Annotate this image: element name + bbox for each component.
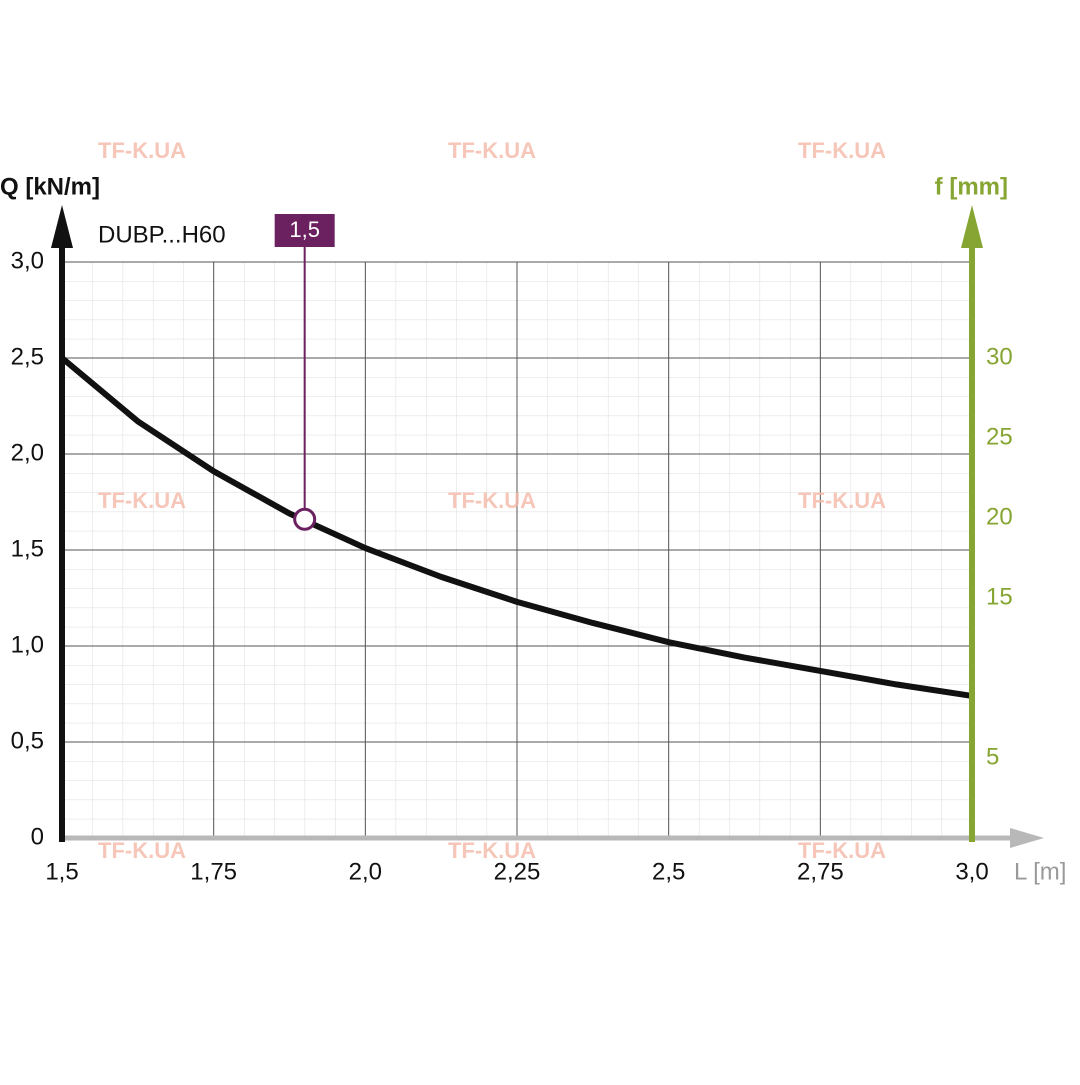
x-tick-label: 3,0 — [955, 858, 988, 885]
y-tick-label: 0,5 — [11, 727, 44, 754]
x-tick-label: 2,75 — [797, 858, 844, 885]
x-tick-label: 1,75 — [190, 858, 237, 885]
chart-title: DUBP...H60 — [98, 221, 226, 248]
annotation-box — [274, 214, 335, 247]
marks: 1,5 — [60, 214, 973, 699]
y2-axis-arrow — [961, 205, 983, 248]
y2-tick-label: 5 — [986, 743, 999, 770]
watermark: TF-K.UA — [448, 838, 536, 863]
y-tick-label: 1,0 — [11, 631, 44, 658]
y-tick-label: 2,0 — [11, 439, 44, 466]
x-tick-label: 2,0 — [349, 858, 382, 885]
watermark: TF-K.UA — [98, 488, 186, 513]
x-axis-arrow — [1010, 828, 1044, 848]
series-line — [60, 355, 973, 699]
watermark: TF-K.UA — [798, 488, 886, 513]
y-tick-label: 0 — [31, 823, 44, 850]
x-axis-title: L [m] — [1014, 858, 1066, 885]
watermark: TF-K.UA — [98, 838, 186, 863]
annotation-point — [293, 507, 317, 531]
y-tick-label: 1,5 — [11, 535, 44, 562]
y-axis-arrow — [51, 205, 73, 248]
y2-axis-title: f [mm] — [935, 173, 1008, 200]
x-tick-label: 2,5 — [652, 858, 685, 885]
y-axis-title: Q [kN/m] — [0, 173, 100, 200]
y2-tick-label: 20 — [986, 503, 1013, 530]
y-tick-label: 2,5 — [11, 343, 44, 370]
y-tick-label: 3,0 — [11, 247, 44, 274]
x-tick-label: 2,25 — [494, 858, 541, 885]
watermark: TF-K.UA — [798, 138, 886, 163]
annotation-label: 1,5 — [289, 217, 320, 242]
watermark: TF-K.UA — [98, 138, 186, 163]
y2-tick-label: 30 — [986, 343, 1013, 370]
x-tick-label: 1,5 — [45, 858, 78, 885]
y2-tick-label: 25 — [986, 423, 1013, 450]
watermark: TF-K.UA — [798, 838, 886, 863]
watermarks: TF-K.UA TF-K.UA TF-K.UA TF-K.UA TF-K.UA TF-K.… — [98, 138, 886, 863]
y2-tick-label: 15 — [986, 583, 1013, 610]
watermark: TF-K.UA — [448, 488, 536, 513]
watermark: TF-K.UA — [448, 138, 536, 163]
